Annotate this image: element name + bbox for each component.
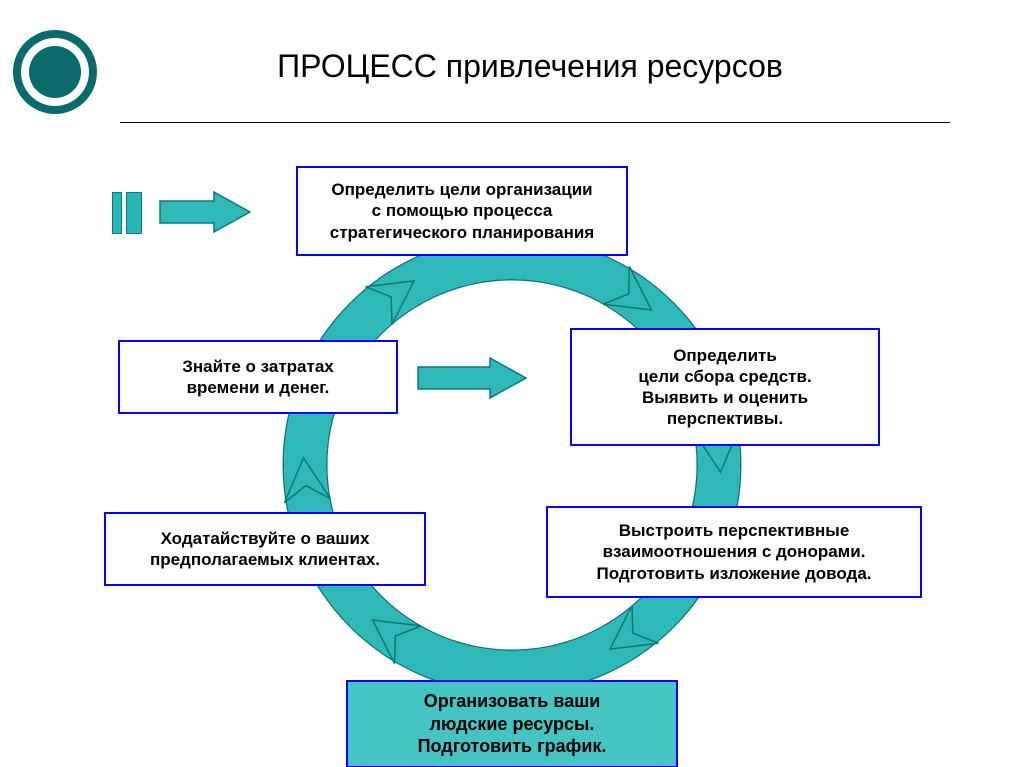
cycle-node-n3: Выстроить перспективные взаимоотношения … xyxy=(546,506,922,598)
cycle-diagram: Определить цели организации с помощью пр… xyxy=(0,0,1024,767)
start-bar xyxy=(112,192,122,234)
cycle-node-label: Определить цели организации с помощью пр… xyxy=(330,179,594,243)
cycle-node-n1: Определить цели организации с помощью пр… xyxy=(296,166,628,256)
cycle-node-label: Ходатайствуйте о ваших предполагаемых кл… xyxy=(150,528,380,571)
start-bar xyxy=(126,192,142,234)
cycle-node-n5: Ходатайствуйте о ваших предполагаемых кл… xyxy=(104,512,426,586)
cycle-node-n4: Организовать ваши людские ресурсы. Подго… xyxy=(346,680,678,767)
cycle-node-n6: Знайте о затратах времени и денег. xyxy=(118,340,398,414)
cycle-node-label: Знайте о затратах времени и денег. xyxy=(182,356,334,399)
cycle-node-label: Выстроить перспективные взаимоотношения … xyxy=(597,520,872,584)
cycle-node-label: Организовать ваши людские ресурсы. Подго… xyxy=(418,690,607,758)
cycle-node-label: Определить цели сбора средств. Выявить и… xyxy=(638,345,811,430)
cycle-node-n2: Определить цели сбора средств. Выявить и… xyxy=(570,328,880,446)
block-arrow-icon xyxy=(418,358,526,398)
block-arrow-icon xyxy=(160,192,250,232)
